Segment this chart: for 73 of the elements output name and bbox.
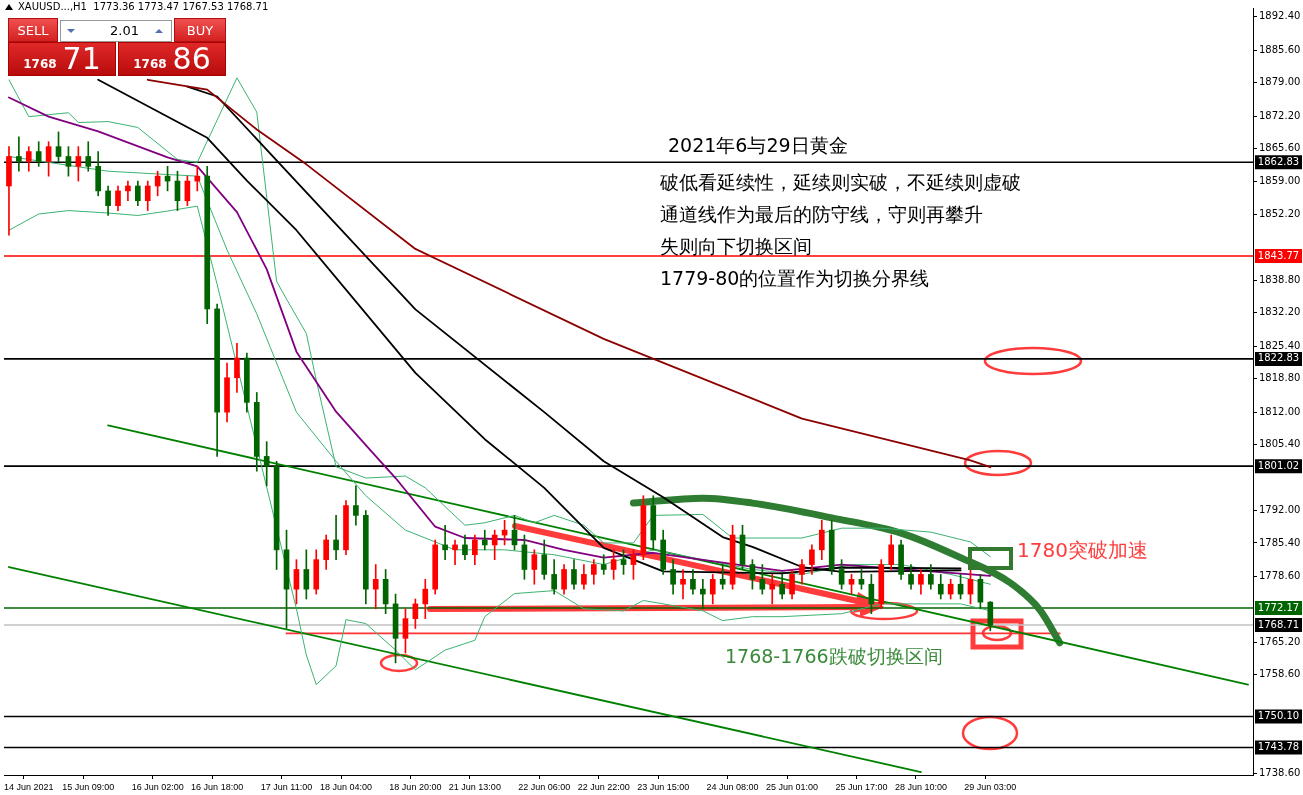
- x-tick-label: 25 Jun 17:00: [835, 781, 888, 792]
- x-tick-label: 18 Jun 04:00: [319, 781, 373, 792]
- y-tick-label: 1758.60: [1259, 668, 1301, 680]
- x-tick-label: 23 Jun 15:00: [637, 781, 690, 792]
- x-tick-label: 15 Jun 09:00: [62, 781, 115, 792]
- y-tick-label: 1832.20: [1259, 306, 1301, 318]
- y-tick-label: 1892.40: [1259, 10, 1301, 22]
- annotation: 2.01: [110, 23, 139, 38]
- annotation: BUY: [186, 22, 214, 38]
- ref-line-label: 1822.83: [1257, 352, 1300, 364]
- y-tick-label: 1865.60: [1259, 142, 1301, 154]
- x-tick-label: 18 Jun 20:00: [389, 781, 442, 792]
- text: 2021年6与29日黄金: [668, 133, 848, 158]
- candlestick: [333, 515, 339, 560]
- x-tick-label: 29 Jun 03:00: [964, 781, 1017, 792]
- lot-size-field: 2.01: [60, 20, 172, 42]
- annotation: 1768-1766跌破切换区间: [725, 644, 943, 669]
- annotation: 1779-80的位置作为切换分界线: [660, 266, 930, 291]
- y-tick-label: 1825.40: [1259, 339, 1301, 351]
- ref-line-label: 1743.78: [1257, 741, 1300, 753]
- candlestick: [769, 574, 776, 605]
- ref-line-label: 1843.77: [1257, 249, 1300, 261]
- x-tick-label: 14 Jun 2021: [4, 781, 54, 792]
- y-tick-label: 1852.20: [1259, 208, 1301, 220]
- y-tick-label: 1812.00: [1259, 405, 1301, 417]
- x-tick-label: 25 Jun 01:00: [766, 781, 819, 792]
- annotation: 失则向下切换区间: [660, 234, 812, 259]
- candlestick: [680, 569, 686, 600]
- x-tick-label: 22 Jun 22:00: [577, 781, 630, 792]
- x-tick-label: 28 Jun 10:00: [894, 781, 947, 792]
- x-tick-label: 16 Jun 18:00: [191, 781, 244, 792]
- ref-line-label: 1750.10: [1257, 710, 1300, 722]
- x-tick-label: 24 Jun 08:00: [706, 781, 759, 792]
- annotation: 1780突破加速: [1017, 537, 1148, 564]
- candlestick: [263, 441, 270, 487]
- candlestick: [719, 564, 726, 590]
- y-tick-label: 1872.20: [1259, 109, 1301, 121]
- x-tick-label: 21 Jun 13:00: [448, 781, 501, 792]
- buy-price-box: 1768 86: [118, 42, 226, 76]
- ref-line-label: 1862.83: [1257, 155, 1300, 167]
- ref-line-label: 1801.02: [1257, 459, 1300, 471]
- x-tick-label: 22 Jun 06:00: [518, 781, 571, 792]
- annotation: SELL: [17, 22, 49, 38]
- sell-price-box: 1768 71: [8, 42, 116, 76]
- y-tick-label: 1765.20: [1259, 635, 1301, 647]
- y-tick-label: 1792.00: [1259, 504, 1301, 516]
- annotation: 1768: [23, 57, 57, 71]
- annotation: 通道线作为最后的防守线，守则再攀升: [660, 202, 983, 227]
- candlestick: [452, 539, 458, 565]
- y-tick-label: 1838.80: [1259, 273, 1301, 285]
- annotation: XAUUSD...,H1 1773.36 1773.47 1767.53 1768.71: [18, 1, 269, 12]
- annotation: 1768: [133, 57, 167, 71]
- candlestick: [194, 165, 201, 192]
- sell-button: SELL: [8, 18, 58, 42]
- y-tick-label: 1818.80: [1259, 372, 1301, 384]
- annotation: 86: [172, 41, 211, 76]
- x-tick-label: 16 Jun 02:00: [131, 781, 184, 792]
- x-tick-label: 17 Jun 11:00: [260, 781, 313, 792]
- annotation: 71: [62, 41, 101, 76]
- y-tick-label: 1785.40: [1259, 536, 1301, 548]
- y-tick-label: 1738.60: [1259, 766, 1301, 778]
- y-tick-label: 1778.60: [1259, 569, 1301, 581]
- candlestick: [372, 564, 379, 610]
- ref-line-label: 1768.71: [1257, 618, 1300, 630]
- candlestick: [16, 136, 22, 172]
- y-tick-label: 1885.60: [1259, 43, 1301, 55]
- candlestick: [442, 524, 448, 560]
- ref-line-label: 1772.17: [1257, 601, 1300, 613]
- y-tick-label: 1805.40: [1259, 438, 1301, 450]
- y-tick-label: 1859.00: [1259, 174, 1301, 186]
- buy-button: BUY: [174, 18, 226, 42]
- annotation: 破低看延续性，延续则实破，不延续则虚破: [660, 170, 1021, 195]
- y-tick-label: 1879.00: [1259, 76, 1301, 88]
